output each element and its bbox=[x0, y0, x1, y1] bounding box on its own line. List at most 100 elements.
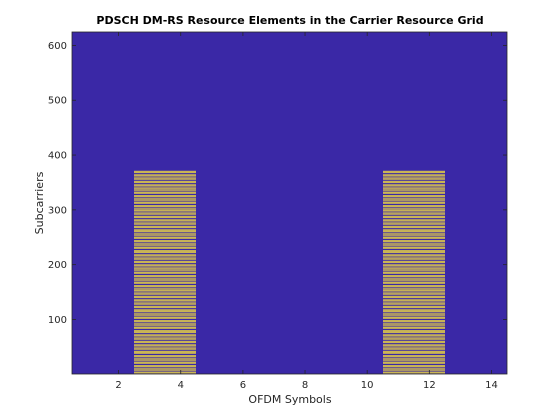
dmrs-resource-element bbox=[383, 311, 445, 313]
dmrs-resource-element bbox=[383, 193, 445, 194]
dmrs-resource-element bbox=[383, 269, 445, 270]
dmrs-resource-element bbox=[134, 290, 196, 292]
dmrs-resource-element bbox=[383, 299, 445, 300]
dmrs-resource-element bbox=[383, 227, 445, 229]
dmrs-resource-element bbox=[134, 255, 196, 257]
dmrs-resource-element bbox=[383, 189, 445, 190]
dmrs-resource-element bbox=[383, 335, 445, 337]
x-axis-label: OFDM Symbols bbox=[248, 393, 331, 406]
dmrs-resource-element bbox=[383, 195, 445, 197]
dmrs-resource-element bbox=[134, 255, 196, 256]
dmrs-resource-element bbox=[383, 289, 445, 290]
dmrs-resource-element bbox=[134, 311, 196, 313]
dmrs-resource-element bbox=[134, 317, 196, 319]
dmrs-resource-element bbox=[134, 318, 196, 319]
dmrs-resource-element bbox=[383, 200, 445, 201]
dmrs-resource-element bbox=[383, 187, 445, 189]
dmrs-resource-element bbox=[134, 175, 196, 176]
dmrs-resource-element bbox=[134, 360, 196, 361]
dmrs-resource-element bbox=[134, 184, 196, 185]
dmrs-resource-element bbox=[383, 337, 445, 339]
dmrs-resource-element bbox=[134, 174, 196, 175]
dmrs-resource-element bbox=[383, 307, 445, 309]
dmrs-resource-element bbox=[383, 281, 445, 283]
dmrs-resource-element bbox=[383, 188, 445, 189]
dmrs-resource-element bbox=[383, 190, 445, 191]
dmrs-resource-element bbox=[383, 293, 445, 294]
dmrs-resource-element bbox=[383, 351, 445, 353]
dmrs-resource-element bbox=[134, 252, 196, 254]
dmrs-resource-element bbox=[383, 172, 445, 174]
dmrs-resource-element bbox=[134, 300, 196, 301]
dmrs-resource-element bbox=[383, 323, 445, 324]
dmrs-resource-element bbox=[383, 230, 445, 231]
dmrs-resource-element bbox=[134, 240, 196, 241]
dmrs-resource-element bbox=[134, 285, 196, 287]
dmrs-resource-element bbox=[134, 325, 196, 326]
dmrs-resource-element bbox=[134, 310, 196, 311]
dmrs-resource-element bbox=[134, 200, 196, 201]
dmrs-resource-element bbox=[134, 280, 196, 281]
y-axis-label: Subcarriers bbox=[33, 171, 46, 234]
dmrs-resource-element bbox=[383, 174, 445, 175]
dmrs-resource-element bbox=[383, 255, 445, 256]
dmrs-resource-element bbox=[383, 352, 445, 354]
dmrs-resource-element bbox=[134, 304, 196, 305]
dmrs-resource-element bbox=[134, 279, 196, 280]
dmrs-resource-element bbox=[134, 340, 196, 342]
dmrs-resource-element bbox=[134, 225, 196, 227]
dmrs-resource-element bbox=[134, 251, 196, 253]
dmrs-resource-element bbox=[383, 331, 445, 333]
dmrs-resource-element bbox=[134, 261, 196, 263]
dmrs-resource-element bbox=[134, 345, 196, 346]
dmrs-resource-element bbox=[383, 344, 445, 345]
dmrs-resource-element bbox=[383, 270, 445, 271]
dmrs-resource-element bbox=[383, 282, 445, 284]
dmrs-resource-element bbox=[134, 243, 196, 244]
dmrs-resource-element bbox=[134, 206, 196, 208]
dmrs-resource-element bbox=[134, 328, 196, 329]
dmrs-resource-element bbox=[383, 338, 445, 339]
dmrs-resource-element bbox=[134, 324, 196, 325]
dmrs-resource-element bbox=[383, 345, 445, 347]
dmrs-resource-element bbox=[134, 227, 196, 229]
y-tick-label: 300 bbox=[48, 205, 67, 216]
dmrs-resource-element bbox=[134, 260, 196, 262]
dmrs-resource-element bbox=[383, 272, 445, 274]
dmrs-resource-element bbox=[383, 180, 445, 182]
dmrs-resource-element bbox=[383, 220, 445, 221]
dmrs-resource-element bbox=[383, 328, 445, 329]
dmrs-resource-element bbox=[383, 355, 445, 356]
dmrs-resource-element bbox=[383, 306, 445, 308]
dmrs-resource-element bbox=[383, 208, 445, 209]
dmrs-resource-element bbox=[383, 258, 445, 259]
dmrs-resource-element bbox=[134, 350, 196, 352]
dmrs-resource-element bbox=[134, 195, 196, 196]
x-tick-label: 14 bbox=[485, 380, 498, 391]
dmrs-resource-element bbox=[134, 273, 196, 274]
y-tick-label: 500 bbox=[48, 96, 67, 107]
dmrs-resource-element bbox=[383, 265, 445, 267]
dmrs-resource-element bbox=[134, 268, 196, 269]
dmrs-resource-element bbox=[134, 215, 196, 217]
dmrs-resource-element bbox=[134, 223, 196, 224]
dmrs-resource-element bbox=[383, 250, 445, 252]
dmrs-resource-element bbox=[383, 213, 445, 214]
dmrs-resource-element bbox=[383, 347, 445, 349]
axes: 2 4 6 8 10 12 14 100 200 300 400 500 600 bbox=[48, 31, 508, 391]
dmrs-resource-element bbox=[383, 199, 445, 200]
dmrs-resource-element bbox=[383, 330, 445, 332]
dmrs-resource-element bbox=[383, 362, 445, 364]
dmrs-resource-element bbox=[134, 302, 196, 304]
y-tick-label: 400 bbox=[48, 151, 67, 162]
dmrs-resource-element bbox=[134, 353, 196, 354]
dmrs-resource-element bbox=[134, 250, 196, 251]
dmrs-resource-element bbox=[134, 257, 196, 259]
dmrs-resource-element bbox=[134, 192, 196, 194]
dmrs-resource-element bbox=[134, 236, 196, 238]
dmrs-resource-element bbox=[383, 339, 445, 340]
dmrs-resource-element bbox=[134, 235, 196, 236]
x-tick-label: 12 bbox=[423, 380, 436, 391]
dmrs-resource-element bbox=[383, 215, 445, 217]
dmrs-resource-element bbox=[383, 201, 445, 203]
